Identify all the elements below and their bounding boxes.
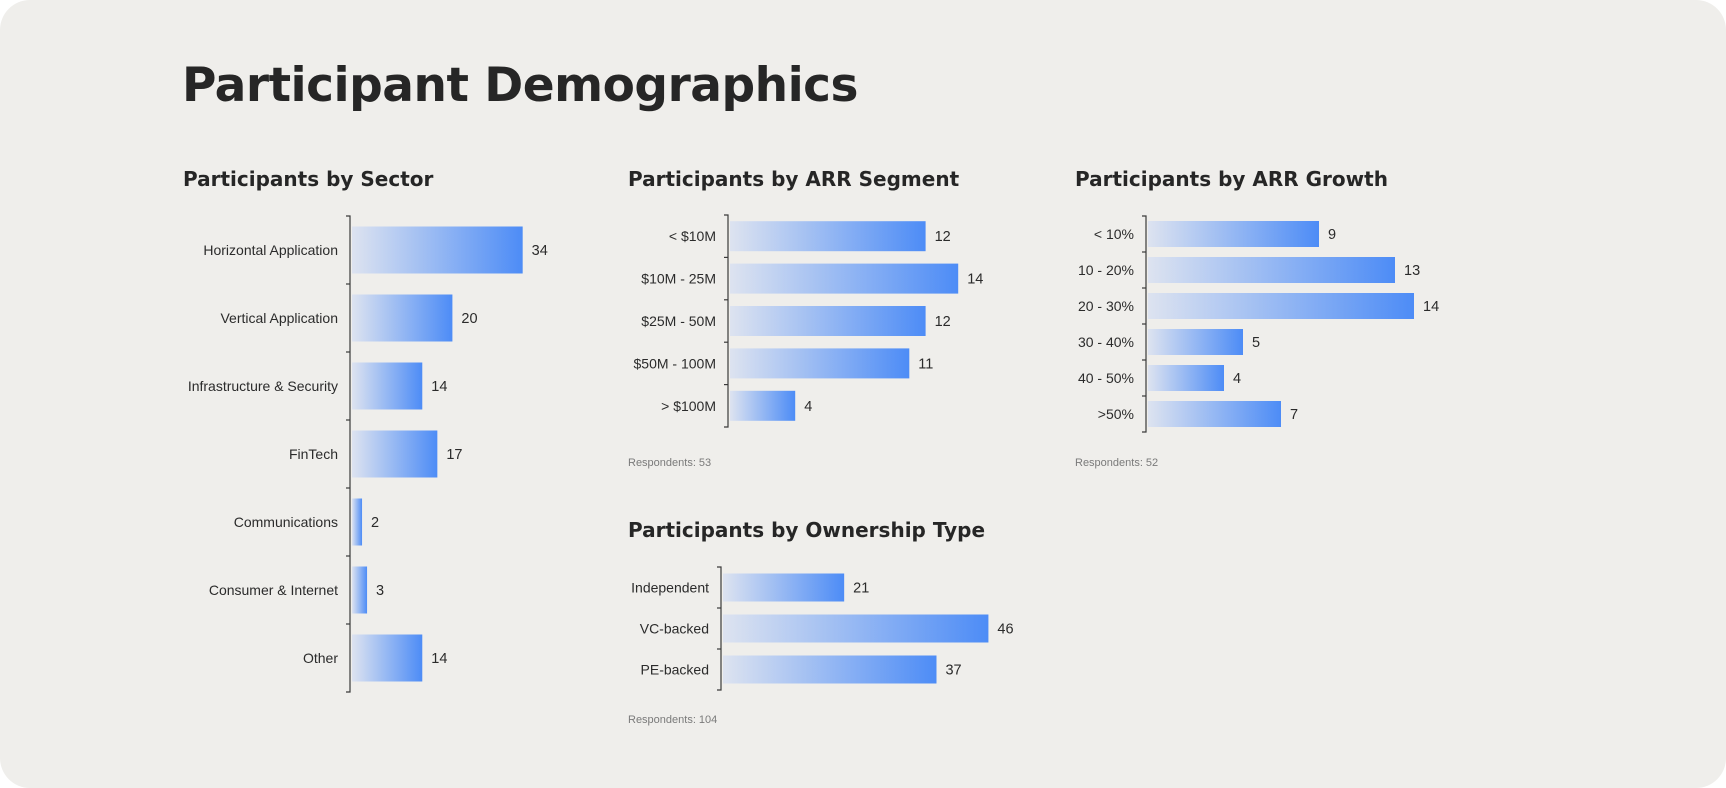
sector-category-label: Consumer & Internet [209, 582, 338, 598]
arr_growth-value-label: 14 [1423, 299, 1439, 315]
arr-segment-chart-title: Participants by ARR Segment [628, 167, 960, 191]
sector-value-label: 17 [446, 447, 462, 463]
sector-category-label: Other [303, 650, 338, 666]
arr_growth-value-label: 4 [1233, 371, 1241, 387]
arr_growth-bar [1148, 401, 1281, 427]
arr_segment-bar [730, 221, 926, 252]
arr_segment-value-label: 12 [935, 229, 951, 245]
arr_segment-category-label: $10M - 25M [641, 271, 716, 287]
ownership-bar [723, 614, 989, 643]
arr_growth-value-label: 9 [1328, 227, 1336, 243]
sector-bar [352, 226, 523, 274]
arr_growth-bar [1148, 257, 1395, 283]
arr_growth-bar [1148, 293, 1414, 319]
sector-bar [352, 362, 423, 410]
sector-category-label: Vertical Application [220, 310, 338, 326]
arr_growth-bar [1148, 329, 1243, 355]
arr_segment-bar [730, 263, 959, 294]
arr_segment-category-label: $50M - 100M [634, 355, 716, 371]
ownership-value-label: 37 [945, 663, 961, 679]
sector-chart-title: Participants by Sector [183, 167, 434, 191]
arr_segment-category-label: < $10M [669, 228, 716, 244]
arr-segment-respondents: Respondents: 53 [628, 457, 712, 469]
sector-bar [352, 430, 438, 478]
sector-category-label: Horizontal Application [203, 242, 338, 258]
arr_segment-bar [730, 306, 926, 336]
sector-bar [352, 294, 453, 342]
arr_segment-bar [730, 348, 910, 379]
arr_growth-category-label: 20 - 30% [1078, 298, 1134, 314]
ownership-category-label: PE-backed [641, 662, 709, 678]
arr_segment-axis-line [724, 214, 729, 428]
ownership-chart-title: Participants by Ownership Type [628, 518, 986, 542]
sector-value-label: 2 [371, 515, 379, 531]
sector-value-label: 14 [431, 379, 447, 395]
arr_segment-value-label: 14 [967, 272, 983, 288]
ownership-category-label: Independent [631, 580, 709, 596]
arr_growth-category-label: 40 - 50% [1078, 370, 1134, 386]
arr_growth-value-label: 13 [1404, 263, 1420, 279]
arr-growth-respondents: Respondents: 52 [1075, 457, 1159, 469]
arr_growth-value-label: 5 [1252, 335, 1260, 351]
arr_growth-value-label: 7 [1290, 407, 1298, 423]
sector-bar [352, 634, 423, 682]
arr_segment-value-label: 4 [804, 399, 812, 415]
arr_growth-bar [1148, 221, 1319, 247]
ownership-value-label: 21 [853, 581, 869, 597]
sector-value-label: 14 [431, 651, 447, 667]
ownership-axis-line [717, 566, 722, 691]
arr_growth-category-label: < 10% [1094, 226, 1134, 242]
ownership-respondents: Respondents: 104 [628, 714, 718, 726]
sector-value-label: 20 [461, 311, 477, 327]
arr-growth-chart-title: Participants by ARR Growth [1075, 167, 1388, 191]
arr_segment-value-label: 12 [935, 314, 951, 330]
sector-value-label: 3 [376, 583, 384, 599]
sector-value-label: 34 [532, 243, 548, 259]
arr_growth-category-label: 10 - 20% [1078, 262, 1134, 278]
ownership-category-label: VC-backed [640, 621, 709, 637]
arr_growth-bar [1148, 365, 1224, 391]
arr_growth-category-label: 30 - 40% [1078, 334, 1134, 350]
arr_segment-category-label: $25M - 50M [641, 313, 716, 329]
ownership-bar [723, 655, 937, 684]
arr_segment-value-label: 11 [918, 356, 933, 372]
sector-category-label: Communications [234, 514, 338, 530]
page-title: Participant Demographics [182, 58, 859, 113]
arr_segment-category-label: > $100M [661, 398, 716, 414]
ownership-value-label: 46 [997, 622, 1013, 638]
sector-axis-line [346, 215, 351, 693]
sector-bar [352, 498, 363, 546]
arr_growth-category-label: >50% [1098, 406, 1134, 422]
sector-category-label: Infrastructure & Security [188, 378, 338, 394]
sector-bar [352, 566, 368, 614]
arr_segment-bar [730, 390, 796, 421]
sector-category-label: FinTech [289, 446, 338, 462]
ownership-bar [723, 573, 845, 602]
